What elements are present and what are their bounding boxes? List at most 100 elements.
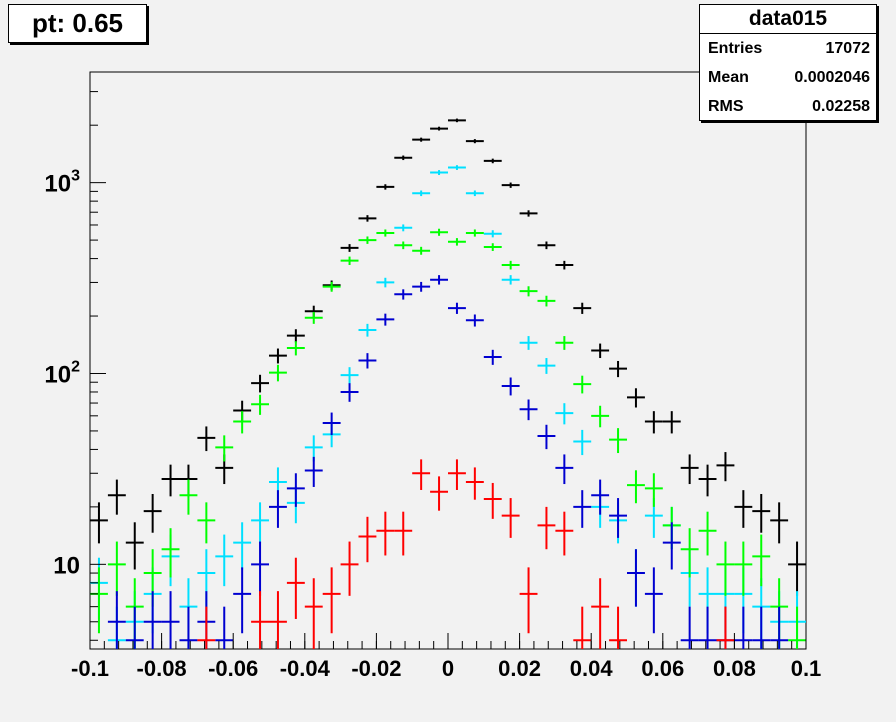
data-point — [734, 490, 753, 528]
plot-frame — [89, 71, 807, 650]
data-point — [233, 567, 252, 634]
data-point — [483, 349, 502, 365]
data-point — [197, 426, 216, 452]
data-point — [161, 464, 180, 497]
data-point — [251, 502, 269, 544]
data-point — [286, 557, 305, 619]
data-point — [340, 244, 359, 252]
data-point — [555, 336, 574, 350]
data-point — [716, 452, 735, 482]
data-point — [304, 456, 323, 487]
y-tick-label: 103 — [44, 168, 80, 198]
data-point — [627, 549, 645, 607]
data-point — [788, 606, 806, 649]
data-point — [716, 606, 735, 649]
data-point — [322, 412, 341, 436]
title-box: pt: 0.65 — [8, 4, 147, 43]
data-point — [448, 118, 466, 123]
data-point — [394, 241, 413, 250]
data-point — [394, 155, 413, 161]
data-point — [644, 567, 663, 634]
data-point — [573, 375, 592, 394]
x-tick-label: 0 — [442, 656, 454, 681]
data-point — [376, 229, 395, 237]
data-point — [501, 275, 520, 285]
data-point — [215, 534, 234, 587]
stats-box: data015 Entries 17072 Mean 0.0002046 RMS… — [699, 4, 877, 121]
data-point — [770, 502, 789, 544]
x-tick-label: -0.04 — [280, 656, 331, 681]
data-point — [394, 289, 413, 300]
data-point — [448, 165, 466, 170]
data-point — [788, 541, 806, 596]
data-point — [519, 286, 538, 297]
data-point — [680, 606, 699, 649]
data-point — [752, 534, 771, 587]
data-point — [555, 260, 574, 270]
data-point — [269, 591, 287, 649]
data-point — [251, 541, 269, 596]
data-point — [358, 323, 377, 337]
data-point — [358, 353, 377, 369]
data-point — [107, 541, 126, 596]
data-point — [376, 184, 395, 190]
data-point — [161, 528, 180, 578]
x-tick-label: -0.08 — [137, 656, 187, 681]
x-tick-label: 0.08 — [713, 656, 756, 681]
data-point — [322, 281, 341, 292]
series-0 — [90, 118, 806, 596]
data-point — [269, 364, 287, 382]
data-point — [286, 473, 305, 507]
axes: -0.1 -0.08 -0.06 -0.04 -0.02 0 0.02 0.04 0.06 0.0… — [44, 91, 822, 681]
data-point — [680, 528, 699, 578]
data-point — [465, 139, 484, 144]
data-point — [537, 358, 556, 374]
data-point — [752, 606, 771, 649]
data-point — [233, 522, 252, 570]
data-point — [340, 367, 359, 384]
stats-row-entries: Entries 17072 — [700, 34, 876, 63]
stats-row-rms: RMS 0.02258 — [700, 92, 876, 121]
data-point — [107, 591, 126, 649]
data-point — [537, 295, 556, 307]
data-point — [644, 473, 663, 507]
x-tick-label: 0.04 — [570, 656, 614, 681]
data-point — [662, 522, 681, 570]
data-point — [125, 522, 144, 570]
data-point — [519, 567, 538, 634]
data-point — [125, 606, 144, 649]
data-point — [555, 403, 574, 425]
x-tick-label: -0.1 — [71, 656, 109, 681]
data-point — [215, 606, 234, 649]
data-point — [251, 394, 269, 415]
data-point — [412, 137, 431, 142]
data-point — [430, 228, 448, 236]
data-point — [215, 435, 234, 462]
x-tick-label: 0.06 — [641, 656, 684, 681]
data-point — [698, 464, 717, 497]
data-point — [680, 454, 699, 485]
x-tick-label: 0.1 — [791, 656, 822, 681]
data-point — [591, 405, 610, 428]
stats-value: 0.0002046 — [794, 69, 870, 86]
data-point — [430, 126, 448, 131]
data-point — [537, 506, 556, 550]
data-point — [304, 578, 323, 649]
data-point — [465, 229, 484, 237]
data-point — [609, 360, 627, 378]
data-point — [501, 260, 520, 270]
data-point — [251, 374, 269, 393]
data-point — [465, 190, 484, 197]
series-4 — [197, 459, 735, 649]
data-markers — [90, 118, 806, 649]
data-point — [537, 424, 556, 450]
x-tick-label: -0.06 — [208, 656, 258, 681]
data-point — [555, 511, 574, 556]
data-point — [591, 479, 610, 515]
data-point — [627, 388, 645, 408]
data-point — [591, 578, 610, 649]
stats-label: Mean — [708, 69, 749, 86]
data-point — [430, 275, 448, 285]
x-tick-label: -0.02 — [351, 656, 401, 681]
